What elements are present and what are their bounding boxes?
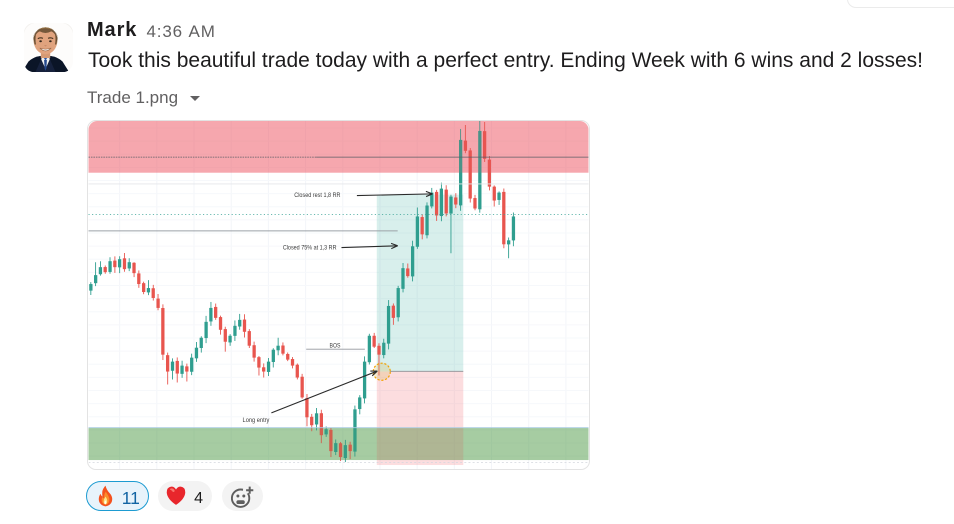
svg-text:Long entry: Long entry	[243, 417, 271, 424]
svg-text:Closed rest 1,8 RR: Closed rest 1,8 RR	[294, 192, 341, 199]
svg-text:BOS: BOS	[330, 343, 341, 350]
svg-text:Closed 75% at 1,3 RR: Closed 75% at 1,3 RR	[283, 245, 337, 252]
